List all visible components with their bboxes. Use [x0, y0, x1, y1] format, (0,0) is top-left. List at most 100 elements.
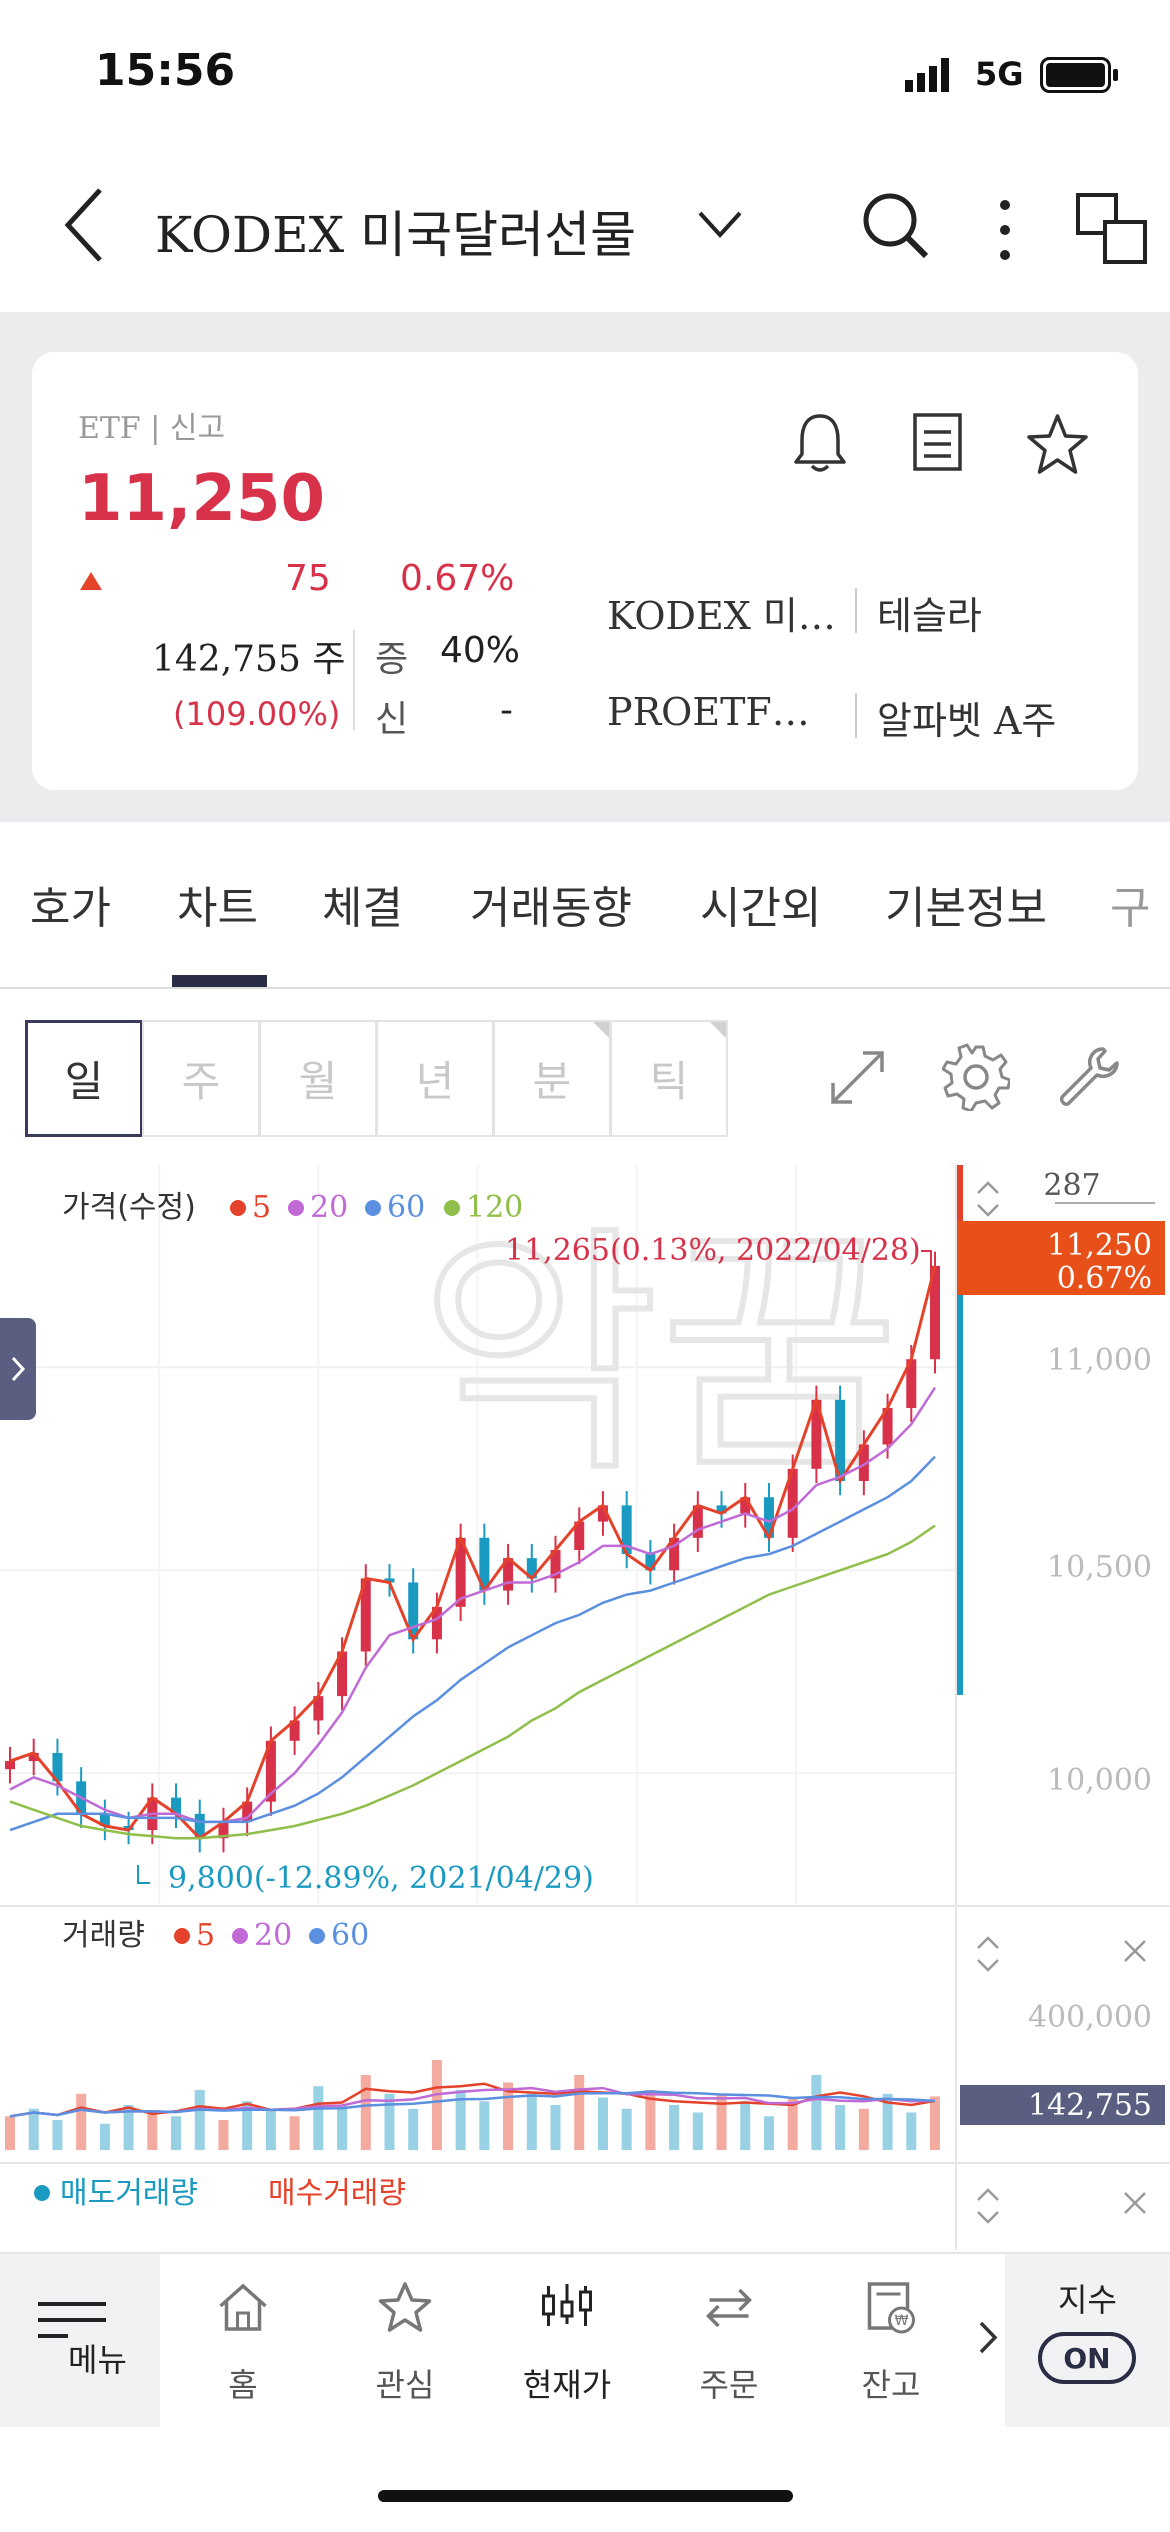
menu-label[interactable]: 메뉴	[68, 2341, 127, 2379]
period-year-button[interactable]: 년	[376, 1020, 494, 1137]
multi-window-icon[interactable]	[1075, 190, 1150, 265]
side-drawer-handle[interactable]	[0, 1318, 36, 1420]
candle-body	[218, 1821, 229, 1839]
wrench-icon[interactable]	[1055, 1043, 1125, 1113]
period-label: 월	[298, 1057, 338, 1106]
candle-body	[574, 1521, 585, 1550]
nav-label: 관심	[375, 2366, 435, 2404]
related-item[interactable]: 알파벳 A주	[877, 699, 1057, 743]
candle-body	[811, 1399, 822, 1469]
tab-chart[interactable]: 차트	[177, 883, 258, 934]
volume-bar	[621, 2108, 632, 2150]
candle-body	[645, 1554, 656, 1571]
nav-watchlist[interactable]: 관심	[325, 2270, 485, 2420]
low-annotation: 9,800(-12.89%, 2021/04/29)	[168, 1861, 594, 1896]
period-week-button[interactable]: 주	[142, 1020, 260, 1137]
close-icon[interactable]	[1124, 2192, 1146, 2214]
close-icon[interactable]	[1124, 1940, 1146, 1962]
home-indicator	[378, 2490, 793, 2502]
period-month-button[interactable]: 월	[259, 1020, 377, 1137]
price-chart[interactable]: 악 꿈 가격(수정) 5 20 60 120 11,265(0.13%, 202…	[0, 1165, 1170, 2250]
volume-bar	[479, 2101, 490, 2150]
volume-bar	[455, 2090, 466, 2150]
vol-ma5-label: 5	[196, 1918, 215, 1953]
index-toggle[interactable]: ON	[1038, 2332, 1136, 2384]
change-amount: 75	[285, 558, 331, 599]
star-icon[interactable]	[1025, 412, 1090, 477]
expand-icon[interactable]	[825, 1045, 890, 1110]
high-marker	[921, 1250, 932, 1269]
candle-body	[906, 1359, 917, 1408]
current-volume-tag	[960, 2085, 1165, 2125]
chevron-down-icon[interactable]	[695, 205, 745, 245]
candle-body	[455, 1537, 466, 1607]
volume-bar	[194, 2090, 205, 2150]
chevron-up-icon[interactable]	[977, 1181, 999, 1194]
volume-y-tick: 400,000	[1028, 2000, 1152, 2035]
tab-trade-trends[interactable]: 거래동향	[470, 883, 632, 934]
divider	[855, 693, 857, 738]
vol-ma20-dot	[232, 1928, 248, 1944]
chevron-up-icon[interactable]	[977, 1936, 999, 1949]
volume-bar	[313, 2086, 324, 2150]
hamburger-icon[interactable]	[38, 2300, 108, 2340]
search-icon[interactable]	[860, 190, 930, 260]
ma60-label: 60	[387, 1190, 425, 1225]
menu-button[interactable]	[0, 2254, 160, 2427]
nav-home[interactable]: 홈	[163, 2270, 323, 2420]
back-arrow-icon[interactable]	[60, 185, 110, 265]
current-price: 11,250	[78, 462, 325, 536]
more-vertical-icon[interactable]	[990, 195, 1020, 265]
nav-current-price[interactable]: 현재가	[487, 2270, 647, 2420]
balance-doc-icon: ₩	[867, 2282, 915, 2334]
credit-label: 신	[375, 699, 409, 740]
star-outline-icon	[378, 2282, 432, 2332]
period-tick-button[interactable]: 틱	[610, 1020, 728, 1137]
related-item[interactable]: PROETF…	[607, 690, 810, 734]
period-minute-button[interactable]: 분	[493, 1020, 611, 1137]
chevron-right-icon[interactable]	[975, 2315, 1000, 2360]
bell-icon[interactable]	[790, 410, 850, 475]
candle-body	[242, 1801, 253, 1822]
volume-bar	[574, 2075, 585, 2150]
stock-title[interactable]: KODEX 미국달러선물	[155, 206, 637, 264]
divider	[0, 987, 1170, 989]
volume-ma-line	[9, 2090, 936, 2118]
tab-after-hours[interactable]: 시간외	[700, 883, 822, 934]
chevron-down-icon[interactable]	[977, 1204, 999, 1217]
nav-balance[interactable]: ₩ 잔고	[811, 2270, 971, 2420]
watermark: 악 꿈	[417, 1202, 902, 1510]
moving-average-lines	[9, 1265, 937, 1841]
volume-bar	[28, 2108, 39, 2150]
tab-basic-info[interactable]: 기본정보	[885, 883, 1047, 934]
current-price-tag	[957, 1221, 1165, 1295]
nav-label: 잔고	[861, 2366, 921, 2404]
period-label: 년	[415, 1057, 455, 1106]
nav-order[interactable]: 주문	[649, 2270, 809, 2420]
chevron-down-icon[interactable]	[977, 2211, 999, 2224]
gear-icon[interactable]	[942, 1043, 1010, 1111]
signal-icon	[905, 58, 949, 92]
memo-icon[interactable]	[910, 412, 965, 472]
divider	[0, 2162, 1170, 2164]
volume-ma-lines	[9, 2082, 936, 2118]
tab-orderbook[interactable]: 호가	[30, 883, 111, 934]
related-item[interactable]: 테슬라	[877, 594, 982, 638]
volume-bar	[858, 2108, 869, 2150]
chevron-down-icon[interactable]	[977, 1959, 999, 1972]
candle-body	[360, 1578, 371, 1652]
period-day-button[interactable]: 일	[25, 1020, 143, 1137]
volume-bar	[740, 2101, 751, 2150]
related-item[interactable]: KODEX 미…	[607, 594, 836, 638]
candle-body	[337, 1651, 348, 1697]
divider	[1055, 1202, 1155, 1204]
chevron-up-icon[interactable]	[977, 2188, 999, 2201]
tab-trades[interactable]: 체결	[322, 883, 403, 934]
tab-more[interactable]: 구	[1110, 883, 1151, 934]
volume-bar	[218, 2120, 229, 2150]
candle-body	[384, 1578, 395, 1583]
battery-icon	[1040, 57, 1118, 93]
candle-body	[99, 1813, 110, 1826]
volume-ratio: (109.00%)	[173, 695, 341, 733]
candle-body	[194, 1813, 205, 1839]
